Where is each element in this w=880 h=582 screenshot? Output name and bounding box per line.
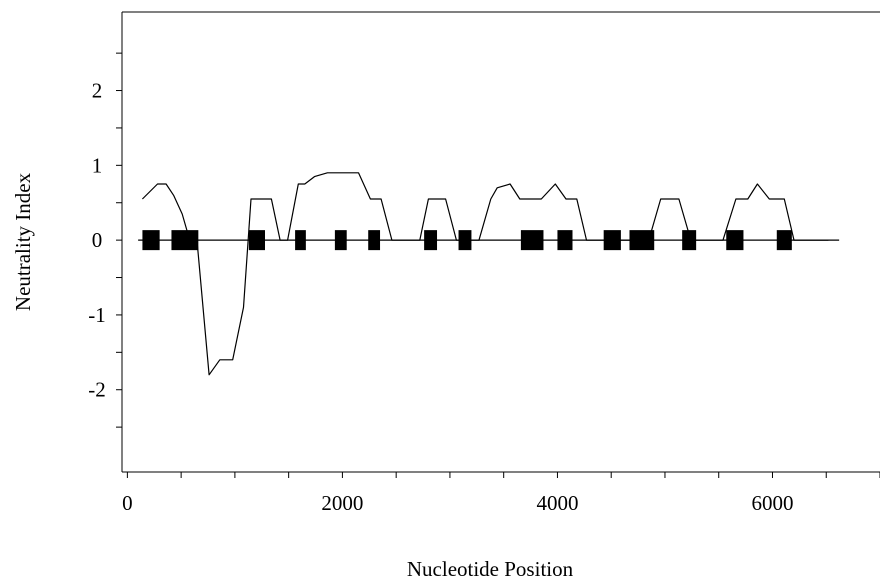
y-axis-title: Neutrality Index <box>11 172 35 311</box>
region-marker <box>603 230 621 251</box>
neutrality-index-line <box>141 172 829 376</box>
series-layer <box>138 172 840 376</box>
y-axis-ticks <box>116 52 122 428</box>
region-marker <box>557 230 573 251</box>
x-axis-ticks <box>126 472 880 478</box>
y-tick-label: -2 <box>88 378 106 402</box>
region-marker <box>248 230 265 251</box>
region-marker <box>458 230 472 251</box>
region-marker <box>424 230 438 251</box>
y-axis-tick-labels: 2 1 0 -1 -2 <box>88 79 106 402</box>
region-marker <box>682 230 697 251</box>
region-marker <box>142 230 160 251</box>
region-marker <box>776 230 792 251</box>
x-axis-tick-labels: 0 2000 4000 6000 <box>122 491 793 515</box>
y-tick-label: 0 <box>92 228 103 252</box>
region-marker <box>520 230 544 251</box>
x-tick-label: 0 <box>122 491 133 515</box>
x-axis-title: Nucleotide Position <box>407 557 574 581</box>
region-marker <box>295 230 306 251</box>
marker-layer <box>142 230 792 251</box>
y-tick-label: 1 <box>92 153 103 177</box>
y-tick-label: 2 <box>92 79 103 103</box>
x-tick-label: 4000 <box>536 491 578 515</box>
x-tick-label: 6000 <box>751 491 793 515</box>
region-marker <box>368 230 381 251</box>
plot-frame <box>121 11 880 473</box>
region-marker <box>726 230 744 251</box>
region-marker <box>334 230 347 251</box>
x-tick-label: 2000 <box>321 491 363 515</box>
y-tick-label: -1 <box>88 303 106 327</box>
region-marker <box>171 230 199 251</box>
region-marker <box>629 230 655 251</box>
